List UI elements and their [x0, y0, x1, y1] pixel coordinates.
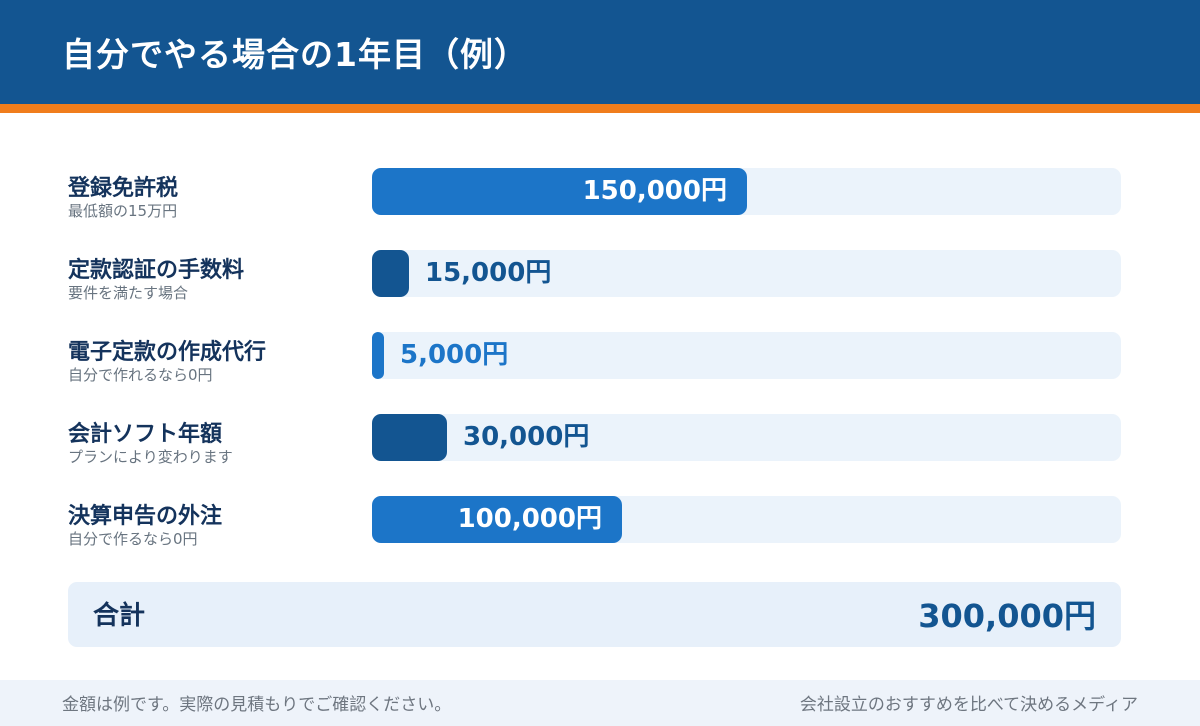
- bar: [372, 332, 384, 379]
- bar-track: 150,000円: [372, 168, 1121, 215]
- chart-row-accounting-software: 会計ソフト年額 プランにより変わります 30,000円: [0, 414, 1200, 466]
- bar-value-label: 15,000円: [425, 258, 552, 288]
- bar-value-label: 30,000円: [463, 422, 590, 452]
- chart-row-e-articles-agency: 電子定款の作成代行 自分で作れるなら0円 5,000円: [0, 332, 1200, 384]
- total-label: 合計: [93, 601, 146, 631]
- category-sublabel: 最低額の15万円: [68, 202, 178, 220]
- bar-track: 100,000円: [372, 496, 1121, 543]
- category-label: 登録免許税: [68, 176, 179, 201]
- footer: 金額は例です。実際の見積もりでご確認ください。 会社設立のおすすめを比べて決める…: [0, 680, 1200, 726]
- bar: [372, 168, 747, 215]
- category-label: 電子定款の作成代行: [68, 340, 267, 365]
- category-label: 決算申告の外注: [68, 504, 223, 529]
- bar: [372, 496, 622, 543]
- total-value: 300,000円: [918, 597, 1096, 635]
- category-label: 定款認証の手数料: [68, 258, 245, 283]
- category-sublabel: 要件を満たす場合: [68, 284, 189, 302]
- bar: [372, 250, 409, 297]
- bar-value-label: 5,000円: [400, 340, 509, 370]
- bar: [372, 414, 447, 461]
- total-box: 合計 300,000円: [68, 582, 1121, 647]
- chart-row-tax-filing-outsourcing: 決算申告の外注 自分で作るなら0円 100,000円: [0, 496, 1200, 548]
- footer-note: 金額は例です。実際の見積もりでご確認ください。: [62, 695, 452, 715]
- category-sublabel: 自分で作れるなら0円: [68, 366, 213, 384]
- footer-brand: 会社設立のおすすめを比べて決めるメディア: [799, 695, 1138, 715]
- chart-row-notary-fee: 定款認証の手数料 要件を満たす場合 15,000円: [0, 250, 1200, 302]
- category-sublabel: プランにより変わります: [68, 448, 233, 466]
- accent-stripe: [0, 104, 1200, 113]
- bar-track: 5,000円: [372, 332, 1121, 379]
- bar-value-label: 100,000円: [457, 504, 602, 534]
- bar-track: 15,000円: [372, 250, 1121, 297]
- category-label: 会計ソフト年額: [68, 422, 223, 447]
- bar-value-label: 150,000円: [582, 176, 727, 206]
- category-sublabel: 自分で作るなら0円: [68, 530, 198, 548]
- page-title: 自分でやる場合の1年目（例）: [62, 35, 528, 74]
- chart-row-registration-tax: 登録免許税 最低額の15万円 150,000円: [0, 168, 1200, 220]
- header-banner: 自分でやる場合の1年目（例）: [0, 0, 1200, 104]
- bar-track: 30,000円: [372, 414, 1121, 461]
